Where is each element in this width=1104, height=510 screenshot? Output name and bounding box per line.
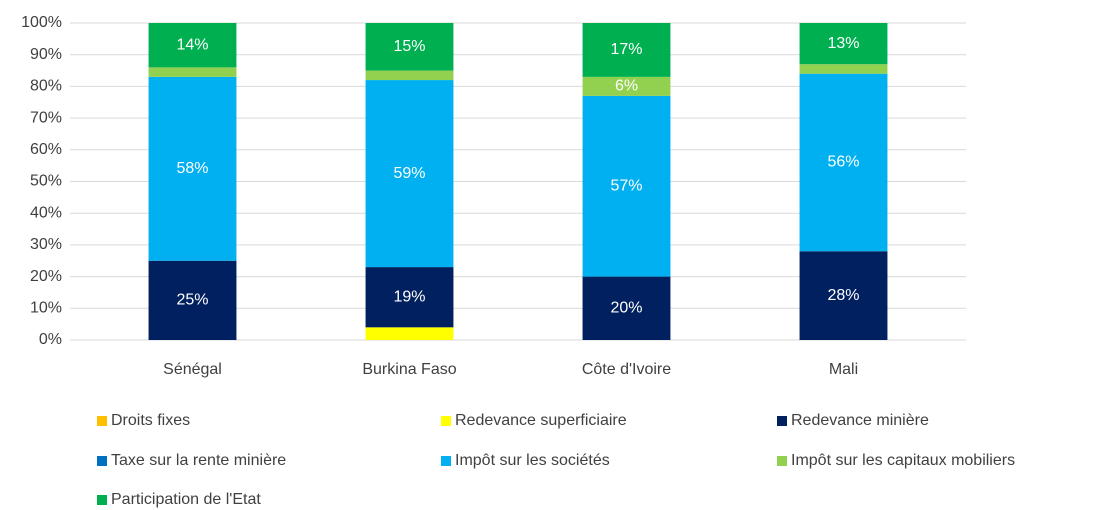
legend-label: Redevance minière xyxy=(791,412,929,429)
bar-segment xyxy=(582,95,671,277)
bar-segment xyxy=(148,260,237,340)
data-label: 14% xyxy=(176,36,208,53)
bar-segment xyxy=(582,76,671,96)
y-tick-label: 0% xyxy=(39,331,62,348)
legend-swatch xyxy=(441,416,451,426)
data-label: 28% xyxy=(827,287,859,304)
x-tick-label: Sénégal xyxy=(163,361,222,378)
bar-segment xyxy=(582,23,671,77)
data-label: 25% xyxy=(176,292,208,309)
bar-segment xyxy=(365,70,454,81)
y-tick-label: 60% xyxy=(30,141,62,158)
legend-label: Participation de l'Etat xyxy=(111,491,261,508)
legend-swatch xyxy=(97,456,107,466)
y-tick-label: 50% xyxy=(30,173,62,190)
data-label: 6% xyxy=(615,78,638,95)
bar-segment xyxy=(148,76,237,261)
legend-label: Impôt sur les sociétés xyxy=(455,452,610,469)
y-tick-label: 40% xyxy=(30,204,62,221)
legend-swatch xyxy=(97,495,107,505)
bar-segment xyxy=(799,23,888,65)
bar-segment xyxy=(799,64,888,74)
y-tick-label: 30% xyxy=(30,236,62,253)
data-label: 20% xyxy=(610,300,642,317)
y-tick-label: 80% xyxy=(30,78,62,95)
bar-segment xyxy=(148,23,237,68)
legend-swatch xyxy=(777,416,787,426)
y-tick-label: 10% xyxy=(30,300,62,317)
legend-swatch xyxy=(441,456,451,466)
legend-label: Taxe sur la rente minière xyxy=(111,452,286,469)
data-label: 57% xyxy=(610,177,642,194)
data-label: 59% xyxy=(393,165,425,182)
legend-label: Redevance superficiaire xyxy=(455,412,627,429)
bar-segment xyxy=(365,80,454,268)
bar-segment xyxy=(365,327,454,340)
legend-label: Impôt sur les capitaux mobiliers xyxy=(791,452,1015,469)
legend-swatch xyxy=(777,456,787,466)
legend-swatch xyxy=(97,416,107,426)
x-tick-label: Mali xyxy=(829,361,858,378)
bar-segment xyxy=(365,267,454,328)
y-tick-label: 90% xyxy=(30,46,62,63)
data-label: 58% xyxy=(176,160,208,177)
legend-label: Droits fixes xyxy=(111,412,190,429)
y-tick-label: 20% xyxy=(30,268,62,285)
data-label: 13% xyxy=(827,35,859,52)
data-label: 15% xyxy=(393,38,425,55)
y-tick-label: 70% xyxy=(30,109,62,126)
data-label: 19% xyxy=(393,288,425,305)
bar-segment xyxy=(799,73,888,252)
data-label: 56% xyxy=(827,154,859,171)
bar-segment xyxy=(799,251,888,340)
x-tick-label: Côte d'Ivoire xyxy=(582,361,671,378)
y-tick-label: 100% xyxy=(21,14,62,31)
data-label: 17% xyxy=(610,41,642,58)
bar-segment xyxy=(148,67,237,77)
bar-segment xyxy=(582,276,671,340)
bar-segment xyxy=(365,23,454,71)
x-tick-label: Burkina Faso xyxy=(362,361,456,378)
